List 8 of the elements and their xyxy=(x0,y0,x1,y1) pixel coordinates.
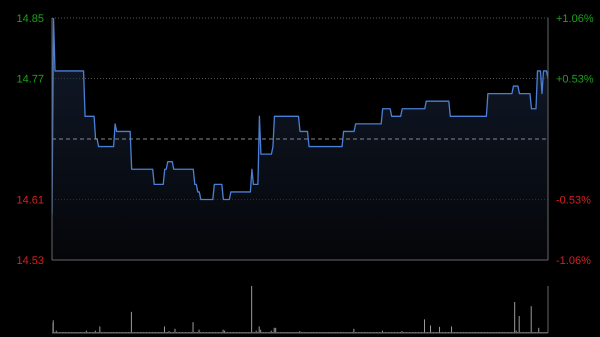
y2-tick-label: -1.06% xyxy=(556,255,592,267)
y2-tick-label: +1.06% xyxy=(556,13,594,25)
y-tick-label: 14.85 xyxy=(16,13,44,25)
y-tick-label: 14.77 xyxy=(16,74,44,86)
y-tick-label: 14.53 xyxy=(16,255,44,267)
y2-tick-label: +0.53% xyxy=(556,74,594,86)
y2-tick-label: -0.53% xyxy=(556,194,592,206)
y-tick-label: 14.61 xyxy=(16,194,44,206)
